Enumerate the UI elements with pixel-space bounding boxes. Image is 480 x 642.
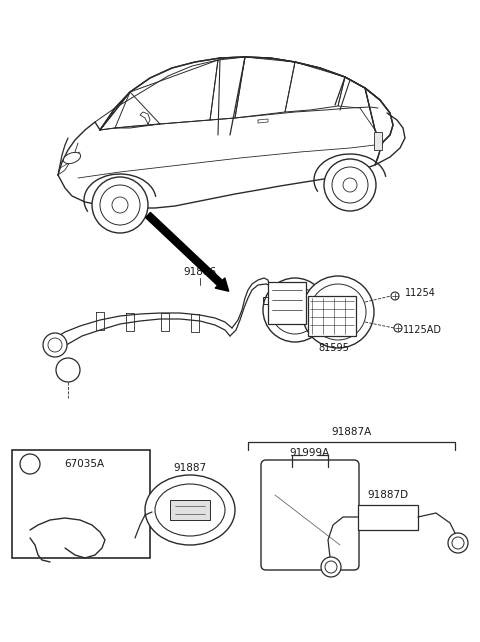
Circle shape — [324, 159, 376, 211]
Text: a: a — [65, 365, 71, 375]
FancyBboxPatch shape — [261, 460, 359, 570]
Text: 91886: 91886 — [183, 267, 216, 277]
Bar — [308, 296, 356, 336]
Circle shape — [20, 454, 40, 474]
Text: 91887: 91887 — [173, 463, 206, 473]
FancyArrow shape — [145, 213, 229, 291]
Text: 11254: 11254 — [405, 288, 435, 298]
Circle shape — [325, 561, 337, 573]
Bar — [358, 505, 418, 530]
Circle shape — [332, 167, 368, 203]
Circle shape — [448, 533, 468, 553]
Circle shape — [343, 178, 357, 192]
Circle shape — [112, 197, 128, 213]
Text: a: a — [27, 459, 33, 469]
Circle shape — [56, 358, 80, 382]
Circle shape — [310, 284, 366, 340]
Bar — [374, 132, 382, 150]
Text: 81595: 81595 — [319, 343, 349, 353]
Circle shape — [452, 537, 464, 549]
Circle shape — [43, 333, 67, 357]
Circle shape — [48, 338, 62, 352]
Circle shape — [100, 185, 140, 225]
Circle shape — [92, 177, 148, 233]
Circle shape — [394, 324, 402, 332]
Ellipse shape — [145, 475, 235, 545]
Text: 91887A: 91887A — [331, 427, 371, 437]
Ellipse shape — [63, 152, 81, 164]
Circle shape — [263, 278, 327, 342]
Circle shape — [271, 286, 319, 334]
Circle shape — [302, 276, 374, 348]
Circle shape — [321, 557, 341, 577]
Text: 1125AD: 1125AD — [403, 325, 442, 335]
Circle shape — [391, 292, 399, 300]
Text: 91999A: 91999A — [290, 448, 330, 458]
Bar — [268, 282, 306, 324]
Text: 91887D: 91887D — [367, 490, 408, 500]
Bar — [12, 450, 150, 558]
Text: 67035A: 67035A — [64, 459, 104, 469]
Ellipse shape — [155, 484, 225, 536]
Bar — [170, 500, 210, 520]
